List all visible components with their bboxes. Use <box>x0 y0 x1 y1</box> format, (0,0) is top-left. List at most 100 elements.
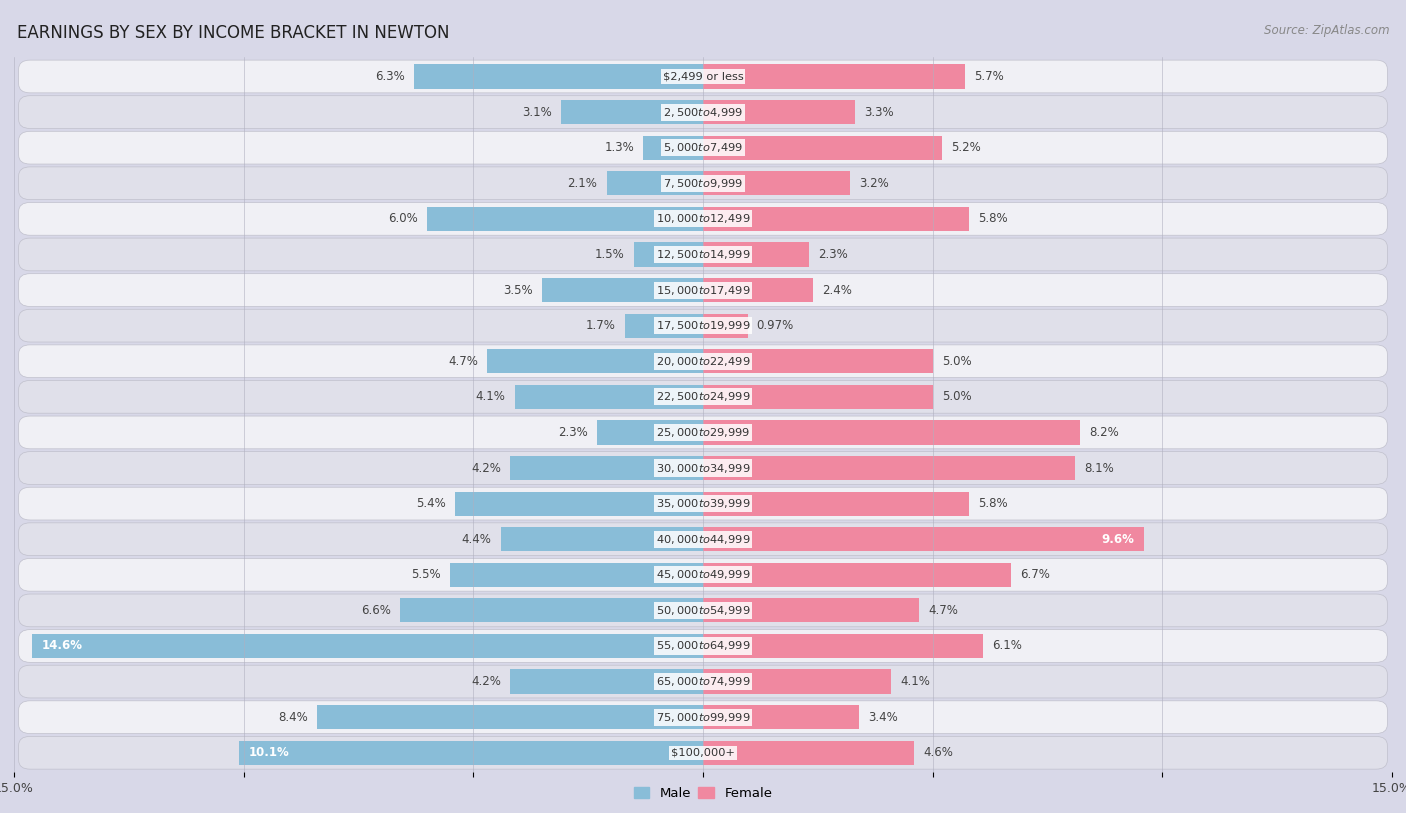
Text: 4.7%: 4.7% <box>928 604 957 617</box>
Text: 4.1%: 4.1% <box>475 390 506 403</box>
FancyBboxPatch shape <box>18 96 1388 128</box>
Text: 9.6%: 9.6% <box>1102 533 1135 546</box>
Legend: Male, Female: Male, Female <box>628 781 778 805</box>
Text: Source: ZipAtlas.com: Source: ZipAtlas.com <box>1264 24 1389 37</box>
Bar <box>456 492 703 515</box>
FancyBboxPatch shape <box>18 452 1388 485</box>
FancyBboxPatch shape <box>18 416 1388 449</box>
FancyBboxPatch shape <box>18 380 1388 413</box>
Bar <box>32 634 703 658</box>
FancyBboxPatch shape <box>18 559 1388 591</box>
FancyBboxPatch shape <box>18 60 1388 93</box>
FancyBboxPatch shape <box>18 665 1388 698</box>
Bar <box>624 314 703 337</box>
Bar <box>703 349 932 373</box>
Text: 4.2%: 4.2% <box>471 462 501 475</box>
Bar <box>703 492 969 515</box>
Text: $20,000 to $22,499: $20,000 to $22,499 <box>655 354 751 367</box>
Text: $45,000 to $49,999: $45,000 to $49,999 <box>655 568 751 581</box>
Text: $15,000 to $17,499: $15,000 to $17,499 <box>655 284 751 297</box>
Bar <box>703 527 1144 551</box>
Text: $12,500 to $14,999: $12,500 to $14,999 <box>655 248 751 261</box>
Text: 5.0%: 5.0% <box>942 390 972 403</box>
Text: 1.3%: 1.3% <box>605 141 634 154</box>
Bar <box>703 314 748 337</box>
Text: $40,000 to $44,999: $40,000 to $44,999 <box>655 533 751 546</box>
Text: 4.1%: 4.1% <box>900 675 931 688</box>
Text: $2,499 or less: $2,499 or less <box>662 72 744 81</box>
FancyBboxPatch shape <box>18 274 1388 307</box>
Text: 6.7%: 6.7% <box>1019 568 1050 581</box>
Bar <box>703 207 969 231</box>
Text: 6.6%: 6.6% <box>361 604 391 617</box>
Text: 0.97%: 0.97% <box>756 320 794 333</box>
Text: 8.1%: 8.1% <box>1084 462 1114 475</box>
FancyBboxPatch shape <box>18 523 1388 555</box>
Bar <box>318 705 703 729</box>
Bar <box>450 563 703 587</box>
Bar <box>703 278 813 302</box>
Bar <box>515 385 703 409</box>
Bar <box>561 100 703 124</box>
Bar <box>703 172 851 195</box>
Text: 4.4%: 4.4% <box>461 533 492 546</box>
Text: 6.0%: 6.0% <box>388 212 418 225</box>
Bar <box>239 741 703 765</box>
Text: $17,500 to $19,999: $17,500 to $19,999 <box>655 320 751 333</box>
Text: 2.3%: 2.3% <box>558 426 588 439</box>
Text: $65,000 to $74,999: $65,000 to $74,999 <box>655 675 751 688</box>
Bar <box>703 634 983 658</box>
Text: 10.1%: 10.1% <box>249 746 290 759</box>
Text: $25,000 to $29,999: $25,000 to $29,999 <box>655 426 751 439</box>
FancyBboxPatch shape <box>18 309 1388 342</box>
Bar <box>644 136 703 160</box>
Text: 2.3%: 2.3% <box>818 248 848 261</box>
FancyBboxPatch shape <box>18 594 1388 627</box>
Text: 8.2%: 8.2% <box>1088 426 1119 439</box>
Text: 6.1%: 6.1% <box>993 640 1022 653</box>
Text: $30,000 to $34,999: $30,000 to $34,999 <box>655 462 751 475</box>
FancyBboxPatch shape <box>18 701 1388 733</box>
Text: 5.4%: 5.4% <box>416 497 446 510</box>
Text: 3.4%: 3.4% <box>869 711 898 724</box>
Text: 8.4%: 8.4% <box>278 711 308 724</box>
Bar <box>703 136 942 160</box>
Text: $5,000 to $7,499: $5,000 to $7,499 <box>664 141 742 154</box>
Text: 5.0%: 5.0% <box>942 354 972 367</box>
Text: 2.4%: 2.4% <box>823 284 852 297</box>
Text: $35,000 to $39,999: $35,000 to $39,999 <box>655 497 751 510</box>
Bar <box>703 598 920 623</box>
Bar <box>510 669 703 693</box>
Bar <box>543 278 703 302</box>
Bar <box>510 456 703 480</box>
Bar <box>703 64 965 89</box>
Bar <box>703 741 914 765</box>
Text: $2,500 to $4,999: $2,500 to $4,999 <box>664 106 742 119</box>
Text: 5.2%: 5.2% <box>950 141 981 154</box>
Text: 4.2%: 4.2% <box>471 675 501 688</box>
Text: $7,500 to $9,999: $7,500 to $9,999 <box>664 176 742 189</box>
Bar <box>598 420 703 445</box>
FancyBboxPatch shape <box>18 202 1388 235</box>
FancyBboxPatch shape <box>18 345 1388 377</box>
Text: 5.7%: 5.7% <box>974 70 1004 83</box>
Text: 1.5%: 1.5% <box>595 248 624 261</box>
Bar <box>703 563 1011 587</box>
Text: $100,000+: $100,000+ <box>671 748 735 758</box>
Bar <box>501 527 703 551</box>
Text: 6.3%: 6.3% <box>375 70 405 83</box>
FancyBboxPatch shape <box>18 629 1388 663</box>
Text: 1.7%: 1.7% <box>586 320 616 333</box>
Bar <box>703 705 859 729</box>
Text: EARNINGS BY SEX BY INCOME BRACKET IN NEWTON: EARNINGS BY SEX BY INCOME BRACKET IN NEW… <box>17 24 450 42</box>
Text: 5.8%: 5.8% <box>979 497 1008 510</box>
FancyBboxPatch shape <box>18 238 1388 271</box>
Text: $75,000 to $99,999: $75,000 to $99,999 <box>655 711 751 724</box>
Bar <box>703 420 1080 445</box>
Text: $10,000 to $12,499: $10,000 to $12,499 <box>655 212 751 225</box>
FancyBboxPatch shape <box>18 737 1388 769</box>
Bar <box>703 385 932 409</box>
Text: $22,500 to $24,999: $22,500 to $24,999 <box>655 390 751 403</box>
Text: 3.3%: 3.3% <box>863 106 893 119</box>
Text: 3.5%: 3.5% <box>503 284 533 297</box>
